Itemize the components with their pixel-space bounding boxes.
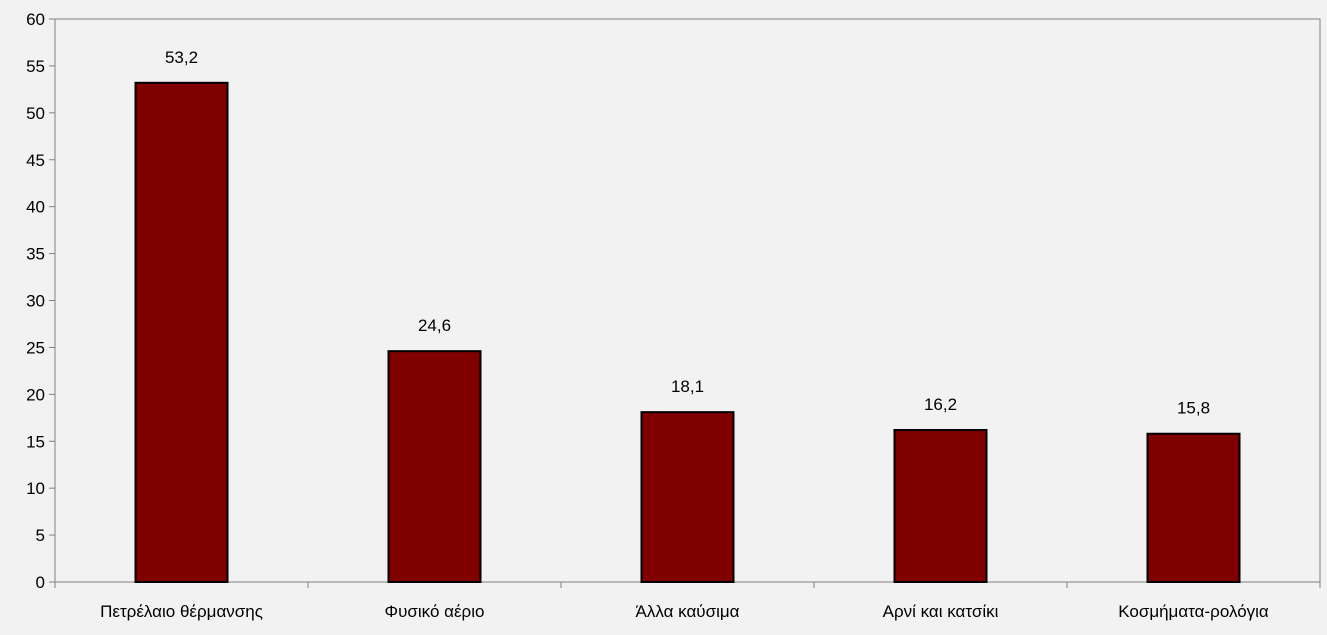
y-tick-label: 60 (26, 10, 45, 29)
y-tick-label: 50 (26, 104, 45, 123)
x-category-label: Πετρέλαιο θέρμανσης (100, 602, 263, 621)
data-label: 53,2 (165, 48, 198, 67)
bar (640, 411, 735, 583)
x-category-label: Κοσμήματα-ρολόγια (1118, 602, 1269, 621)
bar (893, 428, 988, 583)
y-tick-label: 30 (26, 292, 45, 311)
x-category-label: Άλλα καύσιμα (636, 602, 740, 621)
y-tick-label: 20 (26, 385, 45, 404)
data-label: 16,2 (924, 395, 957, 414)
y-tick-label: 35 (26, 245, 45, 264)
y-tick-label: 45 (26, 151, 45, 170)
bar (1146, 432, 1241, 584)
y-tick-label: 10 (26, 479, 45, 498)
data-label: 15,8 (1177, 399, 1210, 418)
x-category-label: Φυσικό αέριο (385, 602, 485, 621)
y-tick-label: 25 (26, 338, 45, 357)
y-tick-label: 40 (26, 198, 45, 217)
y-tick-label: 5 (36, 526, 45, 545)
bar (387, 350, 482, 584)
y-tick-label: 15 (26, 432, 45, 451)
data-label: 18,1 (671, 377, 704, 396)
y-tick-label: 0 (36, 573, 45, 592)
y-tick-label: 55 (26, 57, 45, 76)
bar (134, 81, 229, 583)
x-category-label: Αρνί και κατσίκι (883, 602, 999, 621)
data-label: 24,6 (418, 316, 451, 335)
